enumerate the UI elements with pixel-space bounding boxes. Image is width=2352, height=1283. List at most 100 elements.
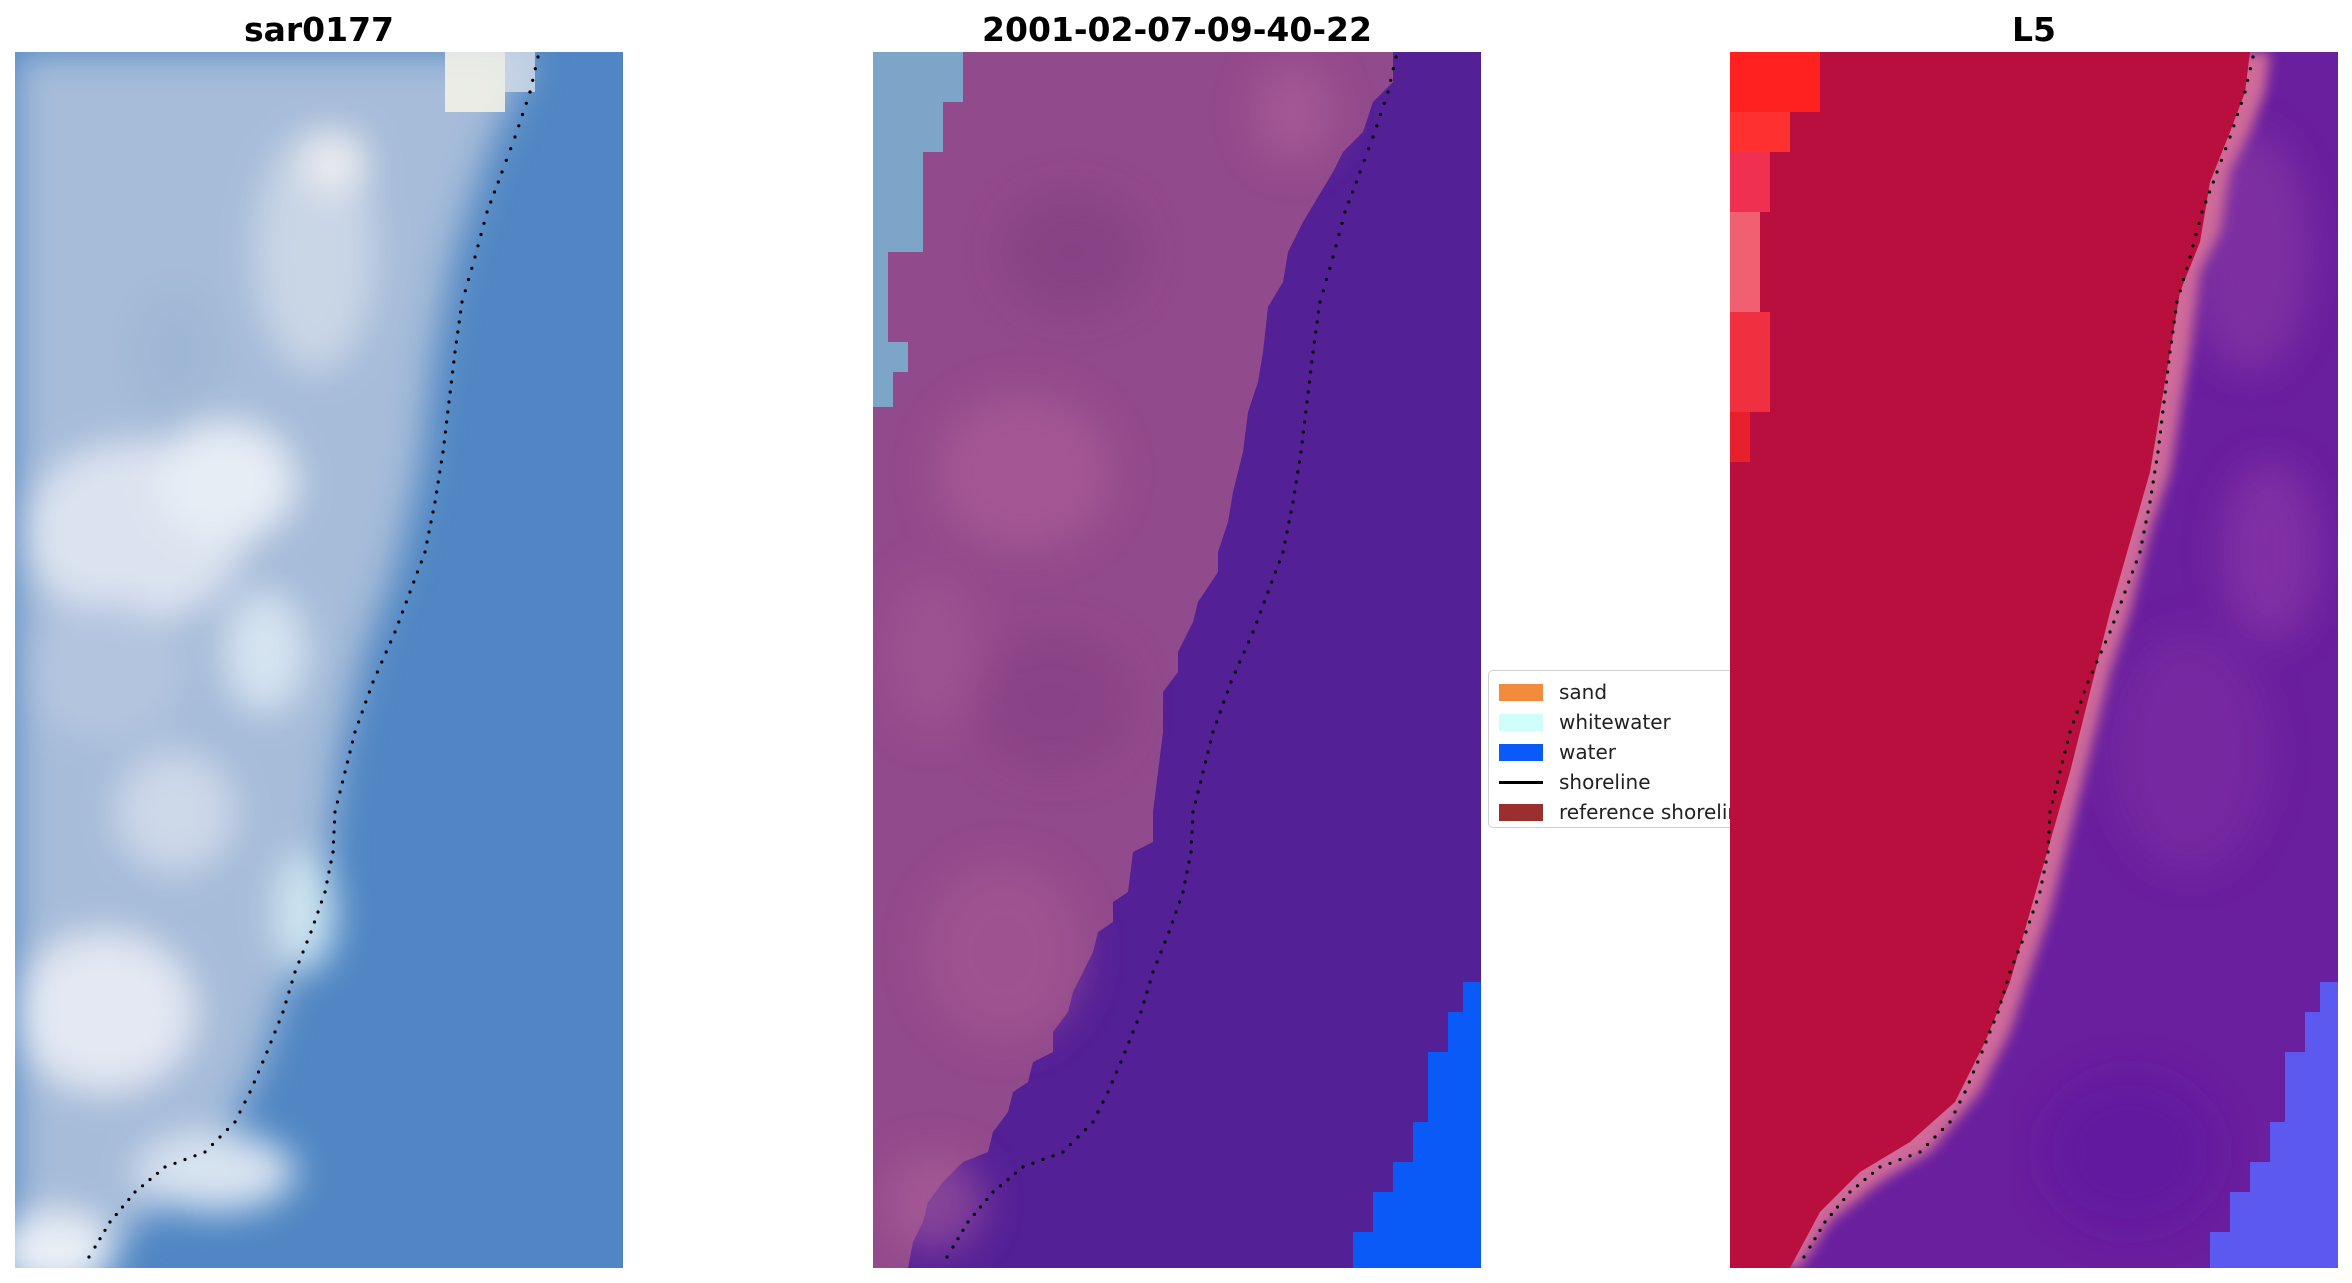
shoreline-dot	[2164, 380, 2168, 384]
shoreline-dot	[1177, 900, 1182, 904]
shoreline-dot	[427, 530, 431, 534]
shoreline-dot	[203, 1150, 207, 1154]
shoreline-dot	[2151, 480, 2155, 484]
legend-label: reference shoreline	[1559, 800, 1730, 824]
shoreline-dot	[517, 124, 521, 128]
shoreline-dot	[1187, 860, 1191, 864]
shoreline-dot	[1233, 670, 1237, 674]
shoreline-dot	[1291, 500, 1295, 504]
legend-item-whitewater: whitewater	[1489, 707, 1730, 737]
shoreline-dot	[1061, 1150, 1065, 1154]
shoreline-dot	[2047, 830, 2051, 834]
shoreline-dot	[277, 1020, 281, 1024]
shoreline-dot	[2086, 680, 2090, 684]
shoreline-dot	[338, 790, 342, 794]
shoreline-dot	[1976, 1060, 1980, 1064]
shoreline-dot	[163, 1165, 167, 1169]
shoreline-dot	[453, 350, 457, 354]
shoreline-dot	[1189, 850, 1193, 854]
shoreline-dot	[479, 232, 483, 237]
shoreline-dot	[2104, 640, 2108, 644]
shoreline-dot	[155, 1171, 160, 1175]
shoreline-dot	[2161, 410, 2165, 414]
shoreline-dot	[1299, 450, 1303, 454]
shoreline-dot	[2072, 720, 2076, 724]
panel-title-classification: 2001-02-07-09-40-22	[982, 10, 1372, 49]
shoreline-dot	[504, 158, 508, 162]
shoreline-dot	[1829, 1212, 1833, 1217]
shoreline-dot	[293, 970, 297, 974]
shoreline-dot	[269, 1040, 273, 1044]
legend-swatch-whitewater	[1499, 713, 1543, 731]
index-bright-patch	[1730, 52, 1820, 112]
shoreline-dot	[2219, 158, 2223, 162]
shoreline-dot	[513, 135, 517, 139]
shoreline-dot	[1266, 590, 1270, 594]
shoreline-dot	[2169, 340, 2173, 344]
shoreline-dot	[309, 930, 313, 934]
shoreline-dot	[2008, 970, 2012, 974]
shoreline-dot	[120, 1205, 125, 1209]
shoreline-dot	[985, 1197, 989, 1202]
shoreline-dot	[2058, 770, 2062, 774]
shoreline-dot	[1328, 266, 1332, 270]
index-image	[1730, 52, 2338, 1268]
shoreline-dot	[1206, 750, 1210, 754]
shoreline-dot	[2099, 650, 2103, 654]
shoreline-dot	[225, 1127, 230, 1132]
shoreline-dot	[312, 920, 317, 924]
shoreline-dot	[1334, 244, 1338, 248]
shoreline-dot	[2158, 430, 2162, 434]
shoreline-dot	[2042, 870, 2046, 874]
shoreline-dot	[2053, 790, 2057, 794]
shoreline-dot	[2185, 266, 2189, 270]
shoreline-dot	[1262, 600, 1266, 604]
shoreline-dot	[2082, 690, 2086, 694]
shoreline-dot	[2188, 255, 2192, 259]
shoreline-dot	[436, 480, 440, 484]
index-panel	[1730, 52, 2338, 1268]
shoreline-dot	[528, 90, 532, 94]
shoreline-dot	[1971, 1070, 1976, 1074]
shoreline-dot	[442, 440, 446, 444]
shoreline-dot	[1375, 124, 1379, 128]
shoreline-dot	[1273, 570, 1278, 574]
shoreline-dot	[451, 370, 455, 374]
shoreline-dot	[1139, 1010, 1143, 1014]
panel-title-rgb: sar0177	[243, 10, 395, 49]
shoreline-dot	[1258, 610, 1263, 614]
shoreline-dot	[1863, 1177, 1867, 1182]
shoreline-dot	[2191, 244, 2195, 248]
shoreline-dot	[2020, 940, 2024, 944]
shoreline-dot	[1315, 320, 1319, 324]
shoreline-dot	[533, 67, 537, 71]
shoreline-dot	[1247, 640, 1251, 644]
legend-swatch-sand	[1499, 683, 1543, 701]
shoreline-dot	[98, 1237, 102, 1241]
shoreline-dot	[441, 450, 445, 454]
shoreline-dot	[531, 78, 535, 82]
shoreline-dot	[2172, 320, 2176, 324]
shoreline-dot	[496, 180, 500, 184]
shoreline-dot	[327, 870, 331, 874]
shoreline-dot	[397, 620, 401, 624]
shoreline-dot	[473, 255, 477, 259]
shoreline-dot	[466, 277, 471, 282]
shoreline-dot	[238, 1110, 242, 1114]
shoreline-dot	[133, 1190, 137, 1194]
shoreline-dots	[87, 55, 540, 1259]
shoreline-dot	[2235, 112, 2240, 117]
shoreline-dot	[1191, 810, 1195, 814]
shoreline-dot	[2038, 890, 2042, 894]
shoreline-dot	[2095, 660, 2099, 664]
shoreline-dot	[966, 1220, 970, 1224]
shoreline-dot	[256, 1070, 261, 1074]
shoreline-dot	[1021, 1165, 1025, 1169]
shoreline-dot	[2148, 500, 2152, 504]
shoreline-dot	[470, 266, 474, 270]
shoreline-dot	[972, 1212, 976, 1217]
shoreline-dot	[1255, 620, 1259, 624]
shoreline-dot	[2068, 730, 2072, 734]
legend-swatch-water	[1499, 743, 1543, 761]
shoreline-dot	[1855, 1184, 1860, 1188]
